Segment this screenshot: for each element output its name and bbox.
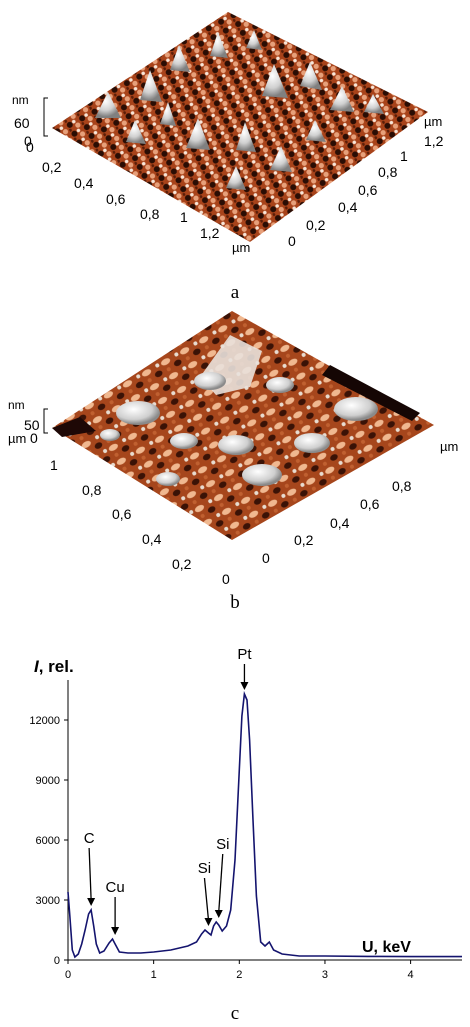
caption-b: b bbox=[230, 592, 240, 613]
afm-image-b: nm 50 µm 0 1 0,8 0,6 0,4 0,2 0 0 0,2 0,4… bbox=[8, 311, 458, 587]
surface-b bbox=[52, 311, 434, 540]
x-tick-label: 4 bbox=[408, 969, 414, 981]
peak-label: Si bbox=[216, 836, 229, 853]
left-tick-a: 0,8 bbox=[140, 206, 160, 222]
right-tick-b: 0,4 bbox=[330, 515, 350, 531]
y-axis-title: I, rel. bbox=[34, 657, 74, 676]
left-tick-b: 0,6 bbox=[112, 506, 132, 522]
z-max-b: 50 bbox=[24, 417, 40, 433]
eds-spectrum-panel: I, rel. U, keV 0 3000 6000 9000 12000 0 1 2 3 4 C… bbox=[0, 640, 470, 1005]
chart-axes: 0 3000 6000 9000 12000 0 1 2 3 4 bbox=[29, 680, 462, 981]
left-tick-a: 0,6 bbox=[106, 191, 126, 207]
right-unit-a: µm bbox=[424, 114, 442, 129]
annotation-arrowhead bbox=[214, 910, 223, 918]
z-unit-b: nm bbox=[8, 398, 25, 412]
left-tick-b: 0,4 bbox=[142, 531, 162, 547]
right-tick-a: 0,4 bbox=[338, 199, 358, 215]
eds-spectrum-chart: I, rel. U, keV 0 3000 6000 9000 12000 0 1 2 3 4 C… bbox=[29, 646, 462, 981]
z-unit-a: nm bbox=[12, 93, 29, 107]
annotation-arrowhead bbox=[87, 898, 96, 906]
peak-label: C bbox=[84, 830, 95, 847]
left-tick-b: 0 bbox=[222, 571, 230, 585]
y-tick-label: 9000 bbox=[36, 775, 60, 787]
x-tick-label: 3 bbox=[322, 969, 328, 981]
y-tick-label: 3000 bbox=[36, 895, 60, 907]
left-tick-a: 0,2 bbox=[42, 159, 62, 175]
caption-c: c bbox=[230, 1003, 240, 1024]
afm-image-a: nm 60 0 0 0,2 0,4 0,6 0,8 1 1,2 µm 0 0,2… bbox=[12, 12, 444, 255]
caption-a: a bbox=[230, 282, 240, 303]
right-tick-a: 1 bbox=[400, 148, 408, 164]
peak-label: Pt bbox=[237, 646, 252, 663]
x-tick-label: 0 bbox=[65, 969, 71, 981]
right-tick-a: 0,2 bbox=[306, 217, 326, 233]
surface-a bbox=[52, 12, 428, 242]
left-unit-a: µm bbox=[232, 240, 250, 255]
left-tick-b: 1 bbox=[50, 457, 58, 473]
x-axis-title: U, keV bbox=[362, 939, 411, 956]
right-tick-a: 0,6 bbox=[358, 182, 378, 198]
y-tick-label: 12000 bbox=[29, 715, 60, 727]
afm-image-b-panel: nm 50 µm 0 1 0,8 0,6 0,4 0,2 0 0 0,2 0,4… bbox=[0, 305, 470, 587]
right-tick-b: 0 bbox=[262, 550, 270, 566]
afm-image-a-panel: nm 60 0 0 0,2 0,4 0,6 0,8 1 1,2 µm 0 0,2… bbox=[0, 0, 470, 270]
left-tick-a: 1 bbox=[180, 209, 188, 225]
right-tick-b: 0,2 bbox=[294, 532, 314, 548]
annotation-arrowhead bbox=[204, 918, 213, 926]
right-tick-a: 0,8 bbox=[378, 164, 398, 180]
left-tick-b: 0,2 bbox=[172, 556, 192, 572]
z-max-a: 60 bbox=[14, 115, 30, 131]
z-zero-a: 0 bbox=[24, 133, 32, 149]
left-tick-a: 0,4 bbox=[74, 175, 94, 191]
x-origin-a: 0 bbox=[26, 139, 34, 155]
z-prefix-b: µm bbox=[8, 431, 26, 446]
right-tick-b: 0,6 bbox=[360, 496, 380, 512]
annotation-arrow bbox=[218, 853, 224, 913]
x-tick-label: 2 bbox=[236, 969, 242, 981]
surface-blobs-b bbox=[52, 335, 420, 486]
y-tick-label: 0 bbox=[54, 955, 60, 967]
peak-label: Cu bbox=[106, 879, 125, 896]
peak-label: Si bbox=[198, 860, 211, 877]
x-tick-label: 1 bbox=[151, 969, 157, 981]
right-unit-b: µm bbox=[440, 439, 458, 454]
annotation-arrowhead bbox=[240, 682, 249, 690]
annotation-arrowhead bbox=[111, 927, 120, 935]
surface-peaks-a bbox=[95, 30, 384, 190]
annotation-arrow bbox=[88, 847, 92, 901]
z-zero-b: 0 bbox=[30, 430, 38, 446]
spectrum-line bbox=[67, 690, 462, 959]
y-tick-label: 6000 bbox=[36, 835, 60, 847]
peak-annotations: C Cu Si Si Pt bbox=[84, 646, 252, 935]
right-tick-a: 0 bbox=[288, 233, 296, 249]
left-tick-a: 1,2 bbox=[200, 225, 220, 241]
right-tick-b: 0,8 bbox=[392, 478, 412, 494]
annotation-arrow bbox=[203, 877, 210, 921]
left-tick-b: 0,8 bbox=[82, 482, 102, 498]
right-tick-a: 1,2 bbox=[424, 133, 444, 149]
